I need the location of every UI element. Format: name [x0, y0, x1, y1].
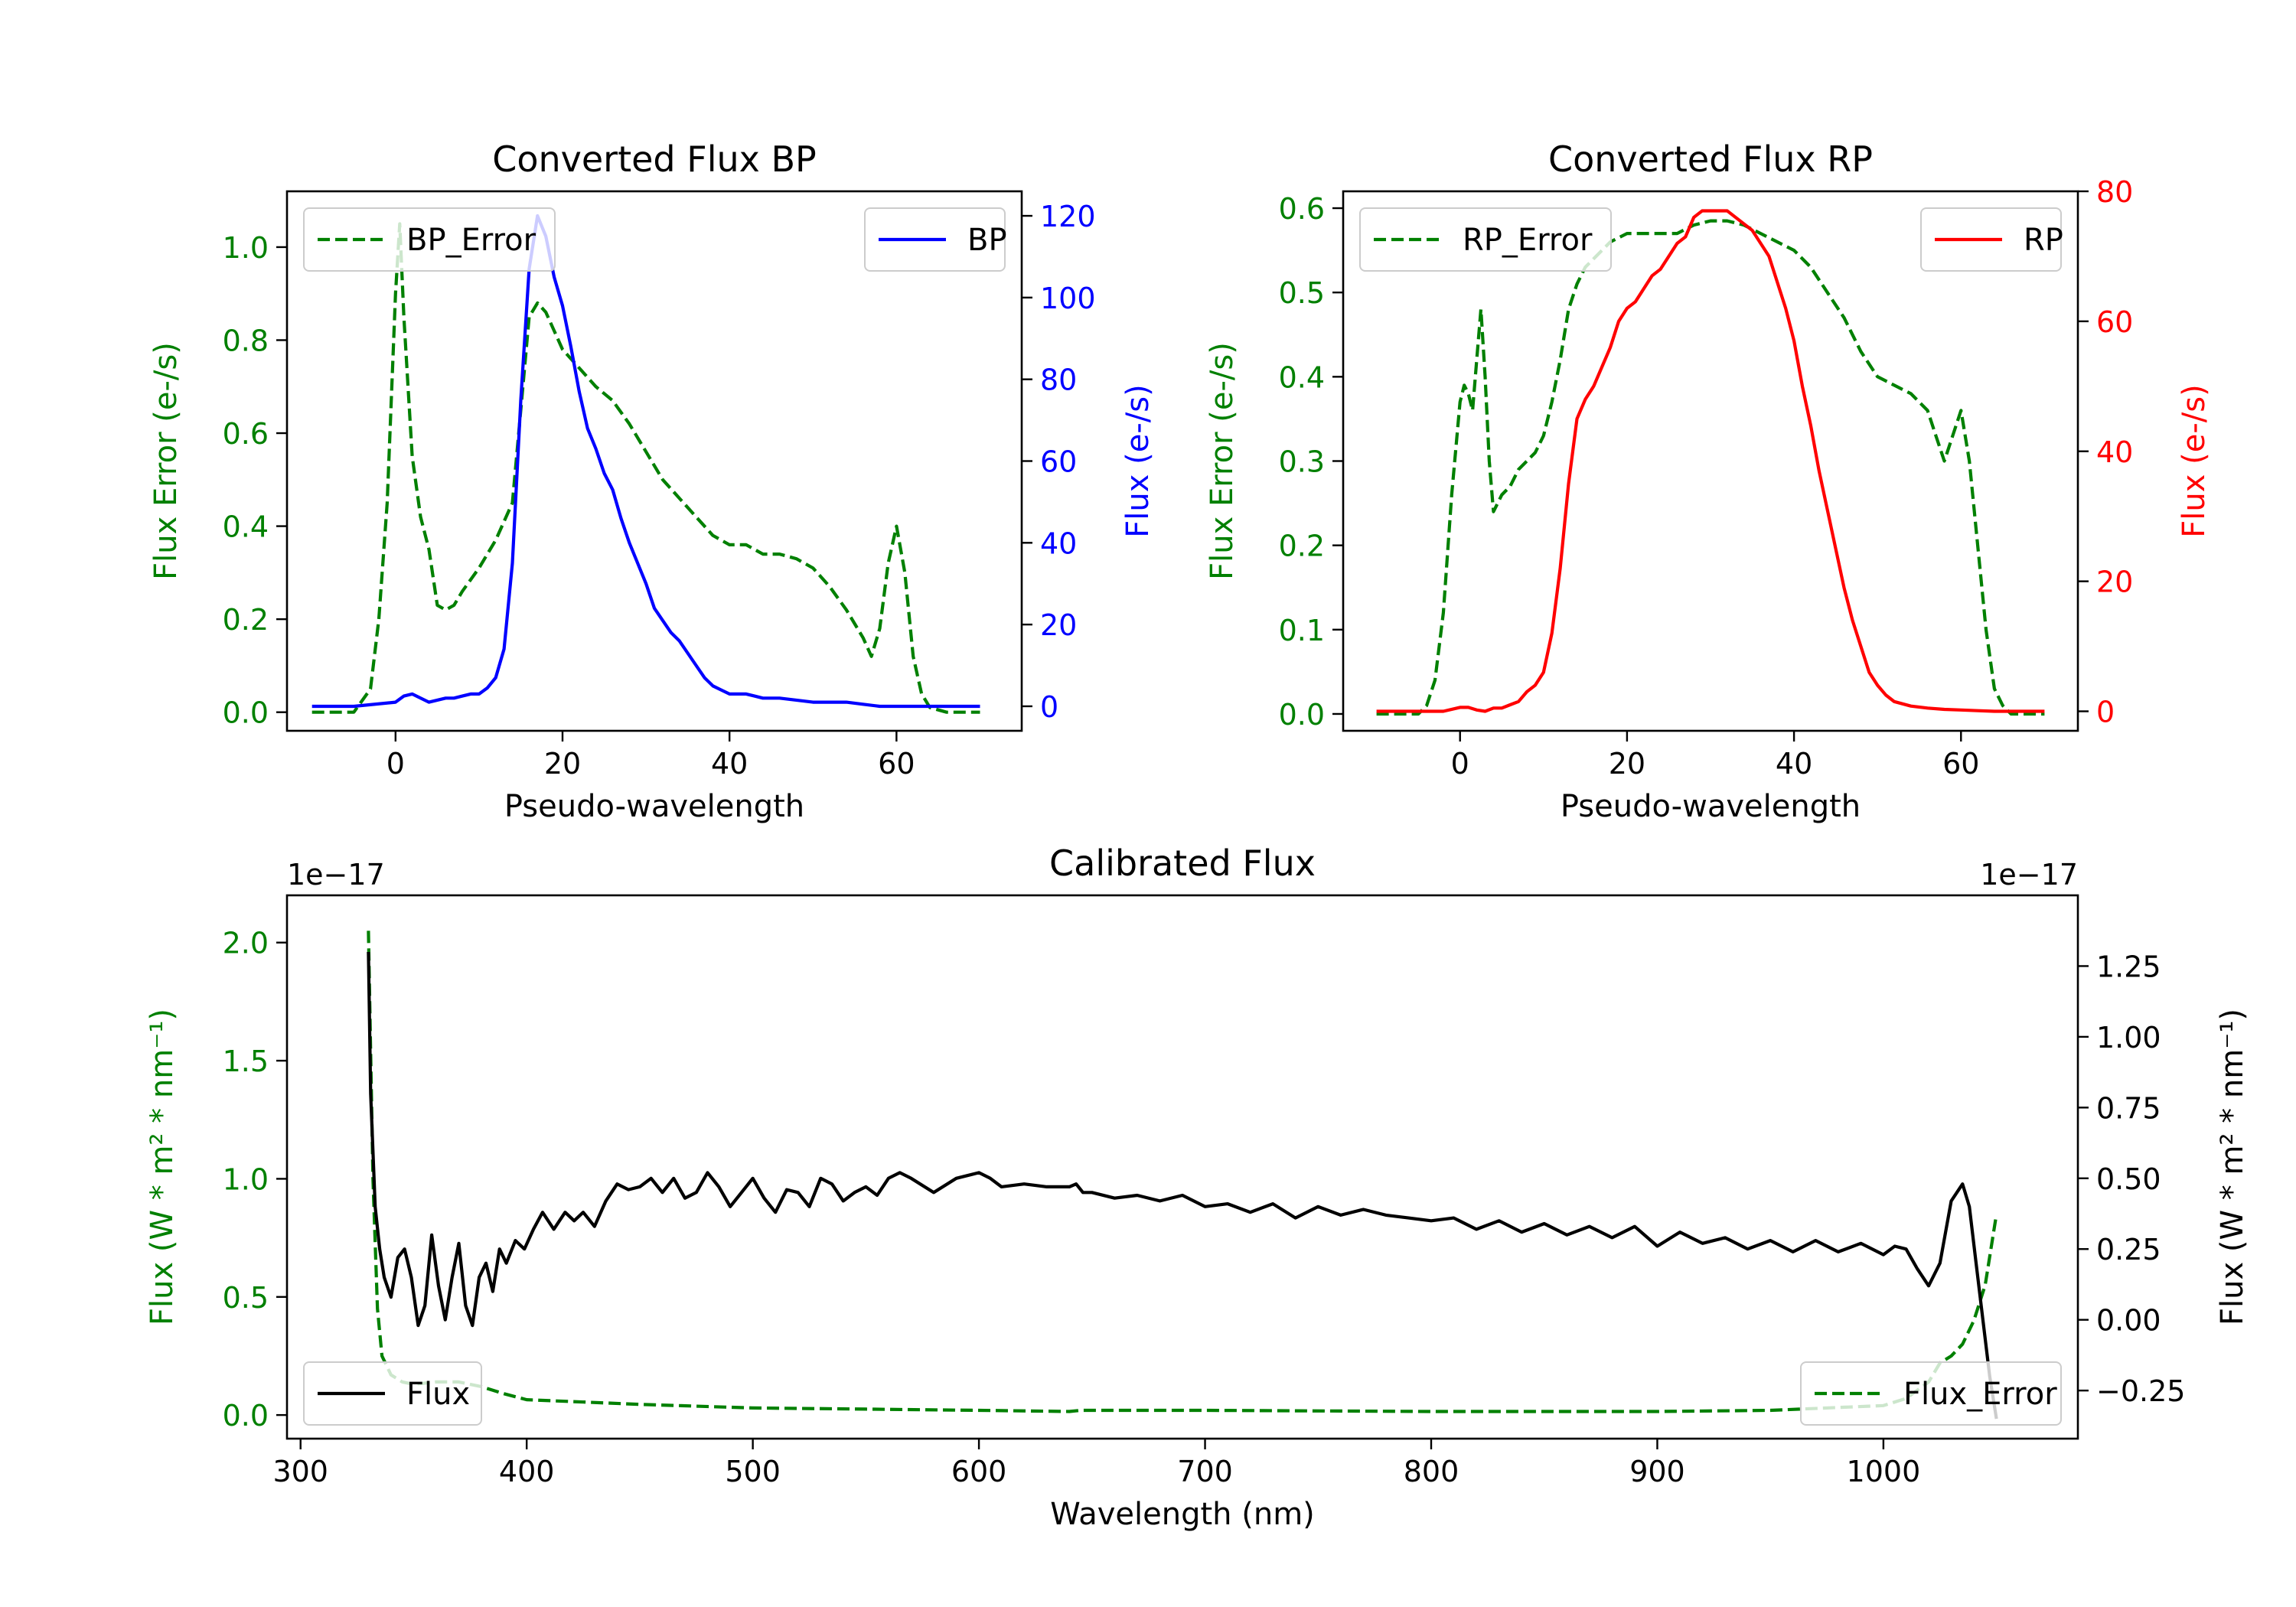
legend-box: [1800, 1361, 2062, 1426]
y-right-tick-label: 40: [2096, 435, 2133, 469]
x-axis-label: Wavelength (nm): [1050, 1497, 1315, 1532]
y-left-tick-label: 0.0: [223, 1399, 269, 1433]
y-left-tick-label: 0.6: [223, 417, 269, 451]
y-right-tick-label: 0.75: [2096, 1091, 2161, 1125]
y-right-tick-label: 0: [2096, 696, 2115, 729]
plot-frame: [285, 190, 1023, 732]
y-left-tick-label: 0.3: [1279, 445, 1325, 479]
y-right-tick-label: 80: [2096, 175, 2133, 209]
chart-bp: Converted Flux BP 0 20 40 60 Pseudo-wavelengt…: [148, 139, 1156, 824]
y-left-tick-label: 0.2: [223, 603, 269, 637]
series-line-rp: [1376, 209, 2045, 713]
x-tick-label: 60: [878, 747, 915, 781]
y-right-tick-label: 120: [1040, 200, 1096, 233]
y-right-tick-label: 20: [2096, 566, 2133, 599]
y-right-axis-label: Flux (e-/s): [1120, 384, 1156, 537]
y-right-tick-label: −0.25: [2096, 1374, 2185, 1408]
chart-rp: Converted Flux RP 0 20 40 60 Pseudo-wavelengt…: [1205, 139, 2212, 824]
y-left-tick-label: 0.2: [1279, 530, 1325, 563]
y-right-tick-label: 1.00: [2096, 1021, 2161, 1054]
y-right-axis-label: Flux (W * m² * nm⁻¹): [2215, 1009, 2250, 1325]
legend-box: [303, 207, 556, 272]
legend-label: BP_Error: [406, 223, 536, 258]
legend-flux-error: Flux_Error: [1800, 1361, 2062, 1426]
y-right-tick-label: 100: [1040, 282, 1096, 315]
legend-label: Flux_Error: [1903, 1377, 2057, 1412]
legend-error: BP_Error: [303, 207, 556, 272]
chart-calibrated: Calibrated Flux 300 400 500 600 700 800 900 1000…: [145, 843, 2250, 1532]
y-left-tick-label: 0.4: [223, 510, 269, 544]
legend-label: Flux: [406, 1377, 470, 1412]
legend-flux: BP: [864, 207, 1007, 272]
y-right-tick-label: 0: [1040, 690, 1058, 724]
x-tick-label: 20: [1609, 747, 1645, 781]
legend-label: RP: [2024, 223, 2063, 258]
y-left-tick-label: 1.0: [223, 231, 269, 265]
legend-error: RP_Error: [1359, 207, 1612, 272]
y-left-tick-label: 0.5: [223, 1281, 269, 1315]
y-left-tick-label: 0.1: [1279, 614, 1325, 647]
y-left-tick-label: 0.4: [1279, 360, 1325, 394]
y-left-tick-label: 1.5: [223, 1045, 269, 1078]
y-right-axis-label: Flux (e-/s): [2177, 384, 2212, 537]
x-tick-label: 0: [1451, 747, 1469, 781]
series-group: [311, 214, 980, 714]
series-line-bp: [311, 214, 980, 709]
y-left-tick-label: 0.6: [1279, 192, 1325, 226]
legend-label: RP_Error: [1463, 223, 1593, 258]
x-tick-label: 300: [272, 1455, 328, 1488]
y-left-tick-label: 0.8: [223, 324, 269, 357]
x-tick-label: 900: [1629, 1455, 1685, 1488]
legend-box: [303, 1361, 482, 1426]
chart-title: Converted Flux BP: [492, 139, 817, 180]
y-right-offset-label: 1e−17: [1980, 858, 2078, 892]
legend-label: BP: [967, 223, 1007, 258]
series-group: [1376, 209, 2045, 716]
y-left-tick-label: 0.0: [1279, 698, 1325, 732]
y-right-tick-label: 80: [1040, 363, 1077, 397]
y-left-axis-label: Flux (W * m² * nm⁻¹): [145, 1009, 180, 1325]
series-line-flux: [367, 951, 1998, 1420]
y-left-offset-label: 1e−17: [287, 858, 385, 892]
x-tick-label: 0: [386, 747, 405, 781]
chart-title: Calibrated Flux: [1049, 843, 1316, 884]
y-left-tick-label: 2.0: [223, 927, 269, 960]
x-tick-label: 1000: [1847, 1455, 1921, 1488]
x-tick-label: 800: [1404, 1455, 1459, 1488]
x-tick-label: 500: [725, 1455, 781, 1488]
y-right-tick-label: 20: [1040, 608, 1077, 642]
y-left-tick-label: 0.0: [223, 696, 269, 730]
y-left-axis-label: Flux Error (e-/s): [1205, 342, 1240, 580]
plot-frame: [1342, 190, 2079, 732]
x-tick-label: 60: [1942, 747, 1979, 781]
x-tick-label: 700: [1177, 1455, 1233, 1488]
y-right-tick-label: 40: [1040, 526, 1077, 560]
x-tick-label: 400: [499, 1455, 555, 1488]
x-tick-label: 20: [544, 747, 581, 781]
x-axis-label: Pseudo-wavelength: [1561, 789, 1861, 824]
y-right-tick-label: 60: [1040, 445, 1077, 479]
y-right-tick-label: 1.25: [2096, 950, 2161, 983]
legend-flux: RP: [1920, 207, 2063, 272]
series-line-rp-error: [1376, 219, 2045, 716]
x-axis-label: Pseudo-wavelength: [504, 789, 804, 824]
plot-frame: [285, 894, 2079, 1440]
series-line-bp-error: [311, 222, 980, 714]
legend-flux: Flux: [303, 1361, 482, 1426]
y-left-tick-label: 0.5: [1279, 276, 1325, 310]
x-tick-label: 600: [951, 1455, 1007, 1488]
y-left-axis-label: Flux Error (e-/s): [148, 342, 184, 580]
y-right-tick-label: 60: [2096, 305, 2133, 339]
chart-title: Converted Flux RP: [1548, 139, 1873, 180]
y-right-tick-label: 0.00: [2096, 1304, 2161, 1338]
y-right-tick-label: 0.50: [2096, 1162, 2161, 1196]
y-right-tick-label: 0.25: [2096, 1233, 2161, 1266]
x-tick-label: 40: [1776, 747, 1812, 781]
y-left-tick-label: 1.0: [223, 1162, 269, 1196]
x-tick-label: 40: [711, 747, 748, 781]
legend-box: [1359, 207, 1612, 272]
